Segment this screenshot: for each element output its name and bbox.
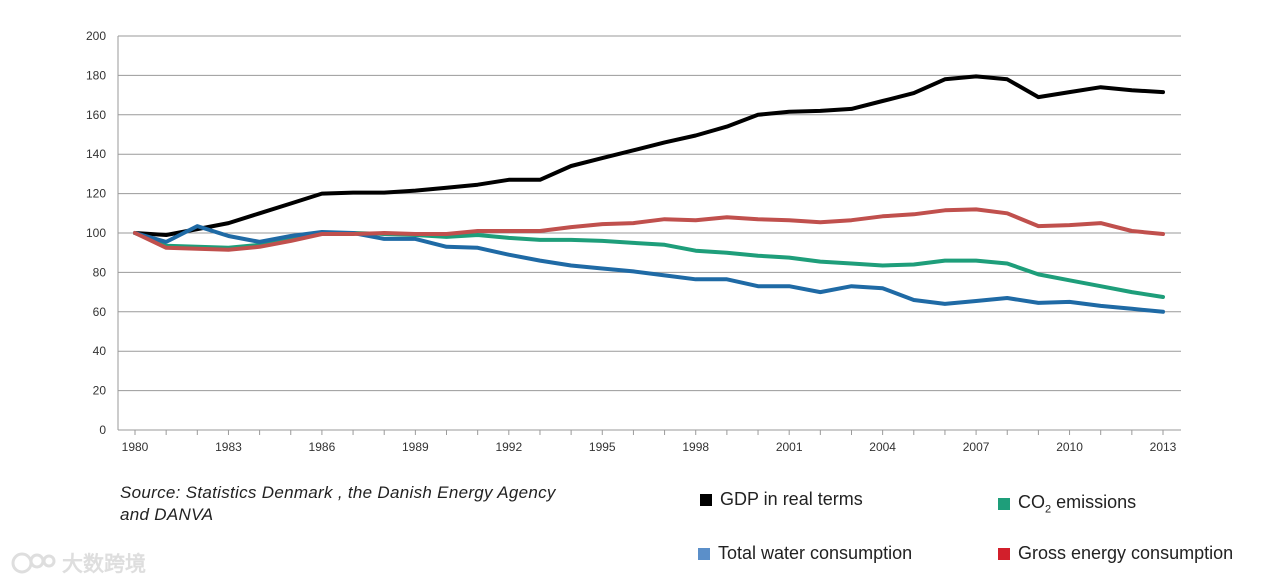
- x-tick-label-2007: 2007: [963, 440, 990, 454]
- x-tick-labels: 1980 1983 1986 1989 1992 1995 1998 2001 2004 2007…: [122, 440, 1177, 454]
- x-tick-label-2004: 2004: [869, 440, 896, 454]
- x-tick-label-1989: 1989: [402, 440, 429, 454]
- series-line-gross-energy-consumption: [133, 207, 1165, 252]
- logo-icon: [11, 552, 56, 574]
- x-tick-label-1986: 1986: [309, 440, 336, 454]
- y-tick-label-120: 120: [86, 187, 106, 201]
- y-tick-label-20: 20: [93, 384, 107, 398]
- x-tick-label-1992: 1992: [495, 440, 522, 454]
- x-tick-label-1980: 1980: [122, 440, 149, 454]
- legend-swatch-water: [698, 547, 710, 560]
- legend-item-energy: Gross energy consumption: [998, 543, 1233, 564]
- y-tick-label-200: 200: [86, 29, 106, 43]
- watermark: 大数跨境: [10, 548, 146, 578]
- y-tick-label-60: 60: [93, 305, 107, 319]
- legend-label-co2-suffix: emissions: [1051, 492, 1137, 512]
- axes: [117, 36, 1181, 435]
- y-tick-label-140: 140: [86, 147, 106, 161]
- watermark-text: 大数跨境: [62, 553, 146, 576]
- x-tick-label-2013: 2013: [1150, 440, 1177, 454]
- y-tick-label-0: 0: [99, 423, 106, 437]
- y-tick-label-40: 40: [93, 344, 107, 358]
- legend-label-gdp: GDP in real terms: [720, 489, 863, 509]
- x-tick-label-1983: 1983: [215, 440, 242, 454]
- source-note: Source: Statistics Denmark , the Danish …: [120, 483, 556, 524]
- y-tick-label-100: 100: [86, 226, 106, 240]
- x-tick-label-1995: 1995: [589, 440, 616, 454]
- legend-label-energy: Gross energy consumption: [1018, 543, 1234, 563]
- legend-swatch-gdp: [700, 493, 712, 506]
- series-line-total-water-consumption: [133, 224, 1165, 314]
- y-tick-label-160: 160: [86, 108, 106, 122]
- series-line-gdp-in-real-terms: [133, 74, 1165, 237]
- y-tick-label-80: 80: [93, 265, 107, 279]
- y-tick-label-180: 180: [86, 68, 106, 82]
- line-chart: 0 20 40 60 80 100 120 140 160 180 200 1980 1983 1986…: [86, 29, 1181, 454]
- legend-item-co2: CO2 emissions: [998, 492, 1136, 516]
- x-tick-label-2001: 2001: [776, 440, 803, 454]
- legend-swatch-co2: [998, 497, 1010, 510]
- legend-item-gdp: GDP in real terms: [700, 489, 863, 510]
- legend-label-water: Total water consumption: [718, 543, 913, 563]
- x-tick-label-1998: 1998: [682, 440, 709, 454]
- legend-label-co2-prefix: CO: [1018, 492, 1045, 512]
- legend-swatch-energy: [998, 547, 1010, 560]
- grid-lines: [118, 35, 1181, 392]
- x-tick-label-2010: 2010: [1056, 440, 1083, 454]
- legend-label-co2-sub: 2: [1045, 503, 1052, 516]
- y-tick-labels: 0 20 40 60 80 100 120 140 160 180 200: [86, 29, 106, 437]
- legend-item-water: Total water consumption: [698, 543, 912, 564]
- legend-label-co2: CO2 emissions: [1018, 492, 1136, 516]
- series-lines: [133, 74, 1165, 314]
